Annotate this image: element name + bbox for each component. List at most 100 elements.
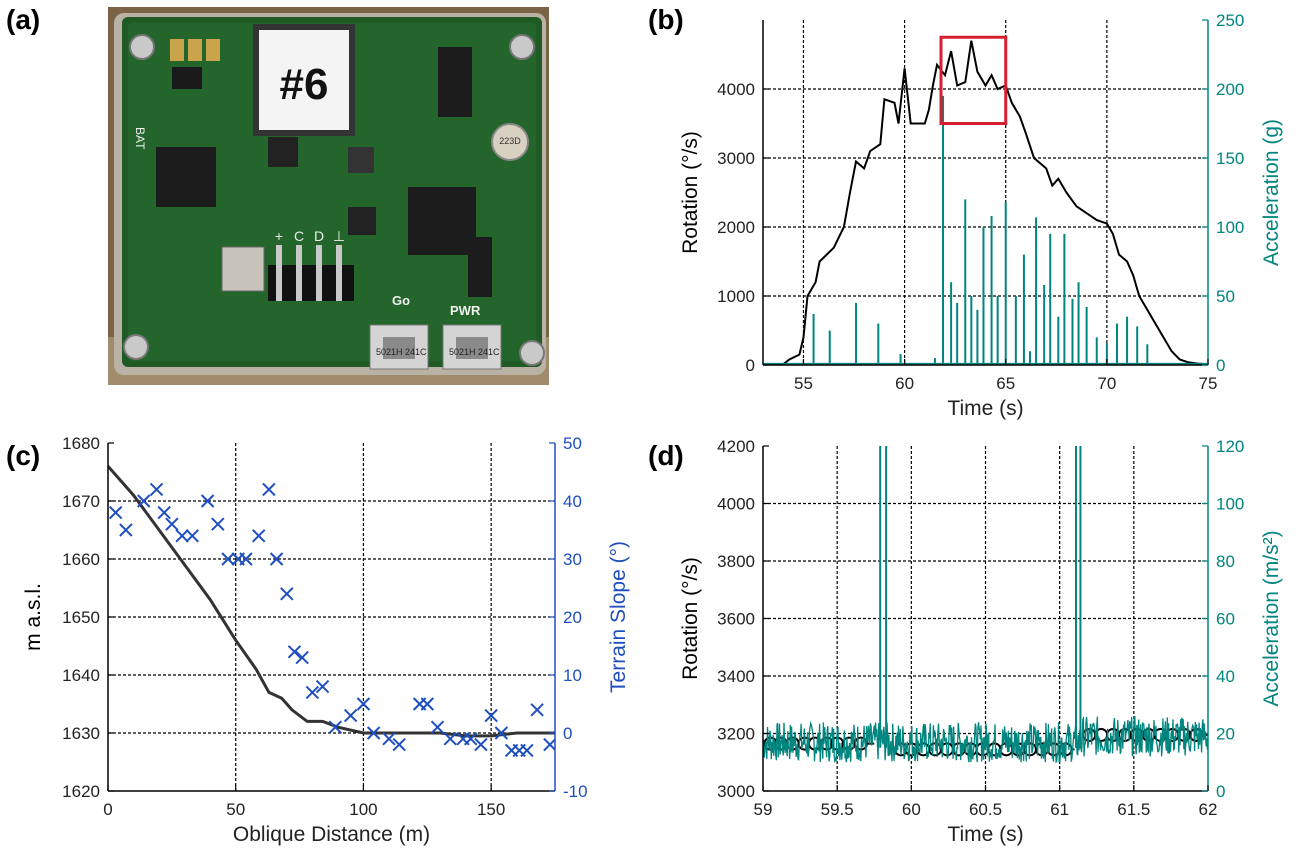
y2-tick-label-c: 40: [563, 492, 582, 511]
x-tick-label-d: 59.5: [821, 800, 854, 819]
plot-area-d: [763, 446, 1208, 764]
y-tick-label-c: 1650: [62, 608, 100, 627]
slope-marker: [239, 552, 253, 566]
slope-marker: [137, 494, 151, 508]
y-tick-label-d: 3600: [717, 610, 755, 629]
x-tick-label-d: 60.5: [969, 800, 1002, 819]
chip-marking-1: 5021H 241C: [376, 347, 427, 357]
x-tick-label-b: 60: [895, 374, 914, 393]
x-tick-label-d: 61: [1050, 800, 1069, 819]
y-tick-label-c: 1670: [62, 492, 100, 511]
x-axis-title-b: Time (s): [947, 397, 1023, 420]
slope-marker: [305, 685, 320, 700]
y-tick-label-c: 1660: [62, 550, 100, 569]
slope-marker: [543, 737, 555, 752]
x-tick-label-c: 150: [477, 800, 505, 819]
slope-marker: [295, 650, 309, 665]
plot-area-c: [108, 465, 555, 758]
y2-tick-label-b: 100: [1216, 218, 1244, 237]
y2-tick-label-b: 0: [1216, 356, 1225, 375]
y2-tick-label-b: 250: [1216, 11, 1244, 30]
highlight-box: [939, 35, 1008, 125]
y2-tick-label-c: 50: [563, 434, 582, 453]
y-tick-label-d: 3400: [717, 667, 755, 686]
pin-label-d: D: [314, 228, 324, 244]
y2-tick-label-d: 80: [1216, 552, 1235, 571]
y-axis-title-c: m a.s.l.: [22, 583, 45, 651]
y-tick-label-d: 3000: [717, 782, 755, 801]
circuit-board-photo: #6 223D + C D ⊥ Go PWR 5021H 241C 5021H …: [108, 7, 549, 385]
x-tick-label-c: 100: [349, 800, 377, 819]
y2-tick-label-c: 20: [563, 608, 582, 627]
y2-tick-label-d: 40: [1216, 667, 1235, 686]
slope-marker: [443, 732, 457, 746]
panel-label-a: (a): [6, 4, 41, 35]
slope-marker: [211, 517, 225, 531]
x-tick-label-c: 0: [103, 800, 112, 819]
bat-label: BAT: [133, 127, 147, 150]
chart-d: 59 59.5 60 60.5 61 61.5 62 3000 3200 3400 3600 3800…: [679, 437, 1283, 846]
pin-label-plus: +: [275, 228, 283, 244]
chart-b: 55 60 65 70 75010002000300040000501001502002…: [679, 11, 1283, 420]
panel-label-c: (c): [6, 440, 41, 471]
slope-marker: [382, 732, 396, 746]
x-tick-label-d: 60: [902, 800, 921, 819]
y2-tick-label-b: 50: [1216, 287, 1235, 306]
slope-marker: [520, 743, 534, 758]
panel-label-b: (b): [648, 4, 684, 35]
plot-area-b: [763, 40, 1208, 365]
y2-axis-title-b: Acceleration (g): [1260, 119, 1283, 266]
slope-marker: [343, 708, 358, 723]
y-tick-label-b: 1000: [717, 287, 755, 306]
panel-label-d: (d): [648, 440, 684, 471]
slope-marker: [420, 697, 434, 711]
slope-marker: [494, 726, 509, 740]
pin-label-c: C: [294, 228, 304, 244]
series-line-b: [763, 40, 1208, 365]
slope-marker: [185, 529, 199, 543]
y2-tick-label-c: -10: [563, 782, 588, 801]
chart-c: 0 50 100 1501620163016401650166016701680-10…: [22, 434, 630, 846]
x-tick-label-b: 70: [1097, 374, 1116, 393]
slope-marker: [175, 529, 189, 543]
slope-marker: [108, 505, 123, 520]
y-tick-label-d: 4200: [717, 437, 755, 456]
board-tag-label: #6: [280, 60, 329, 109]
y-tick-label-c: 1640: [62, 666, 100, 685]
series-line-c: [108, 465, 555, 738]
slope-marker: [287, 645, 302, 659]
y-axis-title-b: Rotation (°/s): [679, 131, 702, 254]
y2-tick-label-c: 0: [563, 724, 572, 743]
y2-tick-label-d: 0: [1216, 782, 1225, 801]
slope-marker: [251, 529, 266, 543]
slope-marker: [530, 703, 544, 717]
y-tick-label-d: 4000: [717, 495, 755, 514]
slope-marker: [464, 732, 478, 746]
go-button-label: Go: [392, 293, 410, 308]
x-tick-label-b: 65: [996, 374, 1015, 393]
slope-marker: [474, 737, 488, 752]
y-tick-label-c: 1680: [62, 434, 100, 453]
capacitor-label: 223D: [499, 136, 521, 146]
y-tick-label-c: 1630: [62, 724, 100, 743]
y-axis-title-d: Rotation (°/s): [679, 557, 702, 680]
y-tick-label-b: 2000: [717, 218, 755, 237]
y-tick-label-b: 3000: [717, 149, 755, 168]
slope-marker: [269, 552, 284, 566]
y-tick-label-c: 1620: [62, 782, 100, 801]
y2-tick-label-d: 100: [1216, 495, 1244, 514]
x-tick-label-b: 55: [794, 374, 813, 393]
x-tick-label-d: 62: [1199, 800, 1218, 819]
y2-tick-label-b: 200: [1216, 80, 1244, 99]
y2-tick-label-d: 60: [1216, 610, 1235, 629]
slope-marker: [149, 482, 164, 497]
y2-tick-label-b: 150: [1216, 149, 1244, 168]
slope-marker: [119, 523, 133, 537]
accel-noise: [763, 715, 1208, 764]
slope-marker: [430, 720, 445, 734]
x-axis-title-d: Time (s): [947, 823, 1023, 846]
y2-tick-label-c: 10: [563, 666, 582, 685]
slope-marker: [315, 679, 330, 694]
x-tick-label-c: 50: [226, 800, 245, 819]
